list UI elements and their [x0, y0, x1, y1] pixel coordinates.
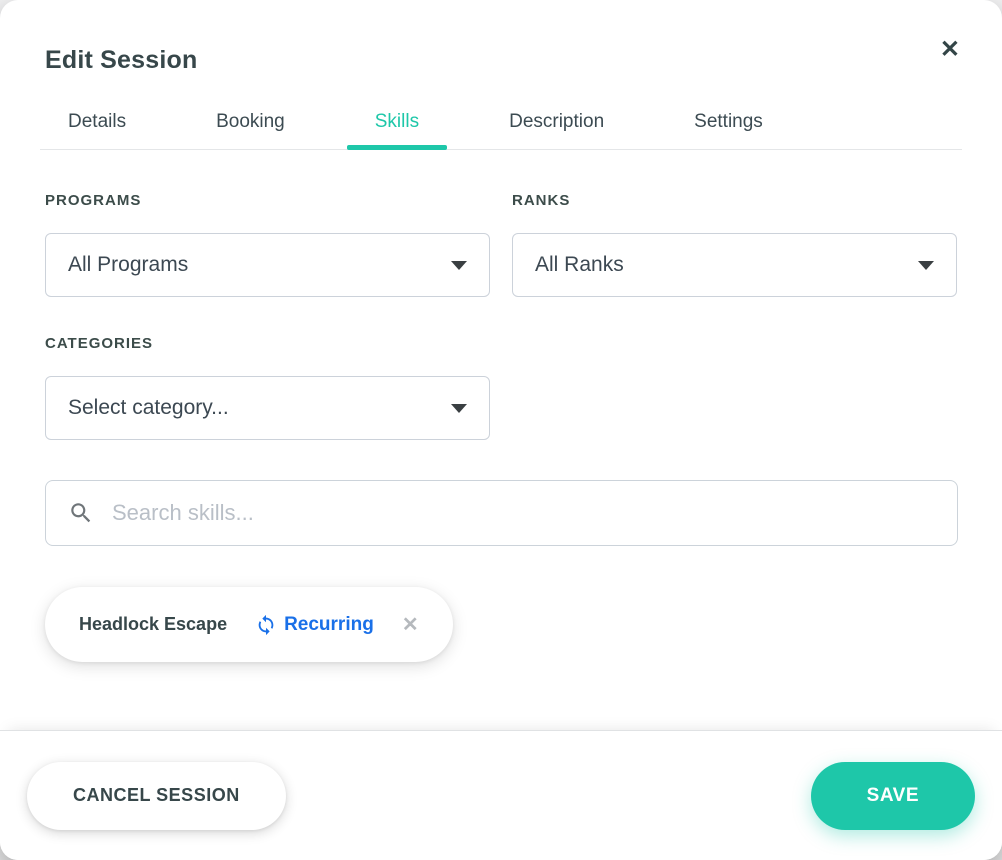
chevron-down-icon [451, 260, 467, 270]
recurring-badge-label: Recurring [284, 613, 374, 635]
skills-tab-panel: PROGRAMS All Programs RANKS All Ranks CA… [0, 150, 1002, 730]
ranks-select-value: All Ranks [535, 253, 624, 276]
ranks-select[interactable]: All Ranks [512, 233, 957, 297]
search-input[interactable] [112, 481, 935, 545]
chevron-down-icon [451, 403, 467, 413]
programs-label: PROGRAMS [45, 192, 142, 209]
skill-chip-name: Headlock Escape [79, 614, 228, 634]
cancel-session-button[interactable]: CANCEL SESSION [27, 761, 286, 830]
categories-select[interactable]: Select category... [45, 376, 490, 440]
programs-field: PROGRAMS All Programs [45, 192, 490, 297]
chevron-down-icon [918, 260, 934, 270]
categories-label: CATEGORIES [45, 335, 154, 352]
skill-search [45, 480, 958, 546]
tab-details[interactable]: Details [68, 111, 127, 132]
sync-icon [258, 614, 274, 635]
skill-chip: Headlock Escape Recurring ✕ [45, 587, 453, 662]
modal-header: Edit Session ✕ [0, 0, 1002, 75]
tab-description[interactable]: Description [509, 111, 605, 132]
page-title: Edit Session [45, 46, 198, 74]
search-icon [71, 503, 91, 523]
categories-select-value: Select category... [68, 396, 229, 419]
categories-field: CATEGORIES Select category... [45, 335, 490, 440]
programs-select-value: All Programs [68, 253, 189, 276]
recurring-badge[interactable]: Recurring [255, 614, 374, 636]
programs-select[interactable]: All Programs [45, 233, 490, 297]
tab-settings[interactable]: Settings [694, 111, 763, 132]
ranks-label: RANKS [512, 192, 571, 209]
tab-skills[interactable]: Skills [346, 101, 448, 150]
modal-footer: CANCEL SESSION SAVE [0, 730, 1002, 860]
tab-booking[interactable]: Booking [216, 111, 285, 132]
save-button[interactable]: SAVE [810, 761, 975, 830]
remove-skill-icon[interactable]: ✕ [401, 613, 419, 636]
ranks-field: RANKS All Ranks [512, 192, 957, 297]
close-icon[interactable]: ✕ [934, 32, 966, 68]
tab-bar: Details Booking Skills Description Setti… [40, 101, 962, 150]
